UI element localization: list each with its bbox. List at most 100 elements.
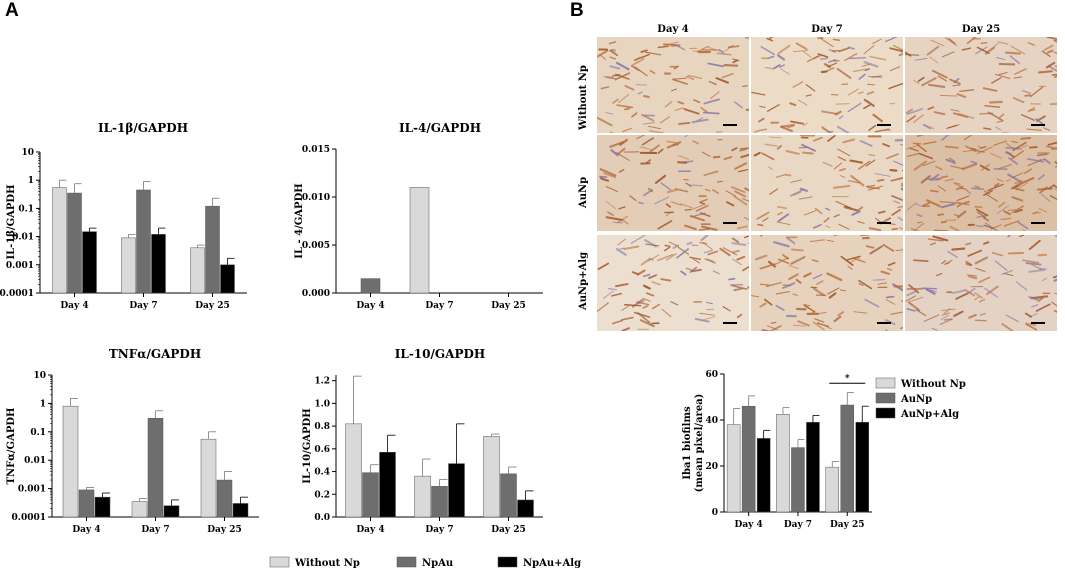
- scale-bar: [877, 322, 891, 324]
- micrograph-aunp-alg-day25: [905, 235, 1057, 331]
- y-tick-label: 60: [705, 370, 718, 380]
- bar-tnfa-0-2: [94, 496, 111, 518]
- legend-label: Without Np: [900, 379, 966, 390]
- x-tick-label: Day 4: [72, 525, 100, 535]
- bar-tnfa-1-0: [131, 501, 148, 518]
- tissue-texture: [599, 135, 749, 231]
- bar-il10-2-2: [517, 499, 534, 518]
- micro-col-day4: Day 4: [657, 24, 689, 35]
- chart-il10: IL-10/GAPDH IL-10/GAPDH 0.0 0.2 0.4 0.6 0.8 1.0…: [302, 347, 543, 535]
- bar-il10-2-0: [483, 436, 500, 518]
- bar-tnfa-2-2: [232, 503, 249, 518]
- legend-panel-b: Without Np AuNp AuNp+Alg: [875, 377, 966, 420]
- y-tick-label: 1.0: [314, 399, 330, 409]
- bar-tnfa-0-0: [62, 405, 79, 518]
- legend-label: NpAu: [422, 558, 453, 569]
- micro-col-day7: Day 7: [811, 24, 843, 35]
- tissue-texture: [751, 37, 903, 133]
- micro-row-aunp-alg: AuNp+Alg: [578, 251, 589, 310]
- x-tick-label: Day 25: [195, 301, 230, 311]
- bar-il10-0-0: [345, 423, 362, 518]
- x-tick-label: Day 4: [60, 301, 88, 311]
- y-tick-label: 1: [40, 399, 46, 409]
- legend-panel-a: Without Np NpAu NpAu+Alg: [269, 556, 581, 569]
- tissue-texture: [597, 235, 749, 331]
- chart-title: TNFα/GAPDH: [109, 347, 201, 361]
- x-tick-label: Day 25: [491, 301, 526, 311]
- bar-il1b-0-1: [67, 192, 82, 294]
- bar-il1b-0-0: [52, 187, 67, 294]
- y-tick-label: 0.8: [314, 422, 330, 432]
- y-tick-label: 0.001: [6, 261, 34, 271]
- panel-label-b: B: [570, 0, 584, 21]
- micrograph-aunp-day4: [597, 135, 749, 231]
- y-axis-label: IL-10/GAPDH: [302, 408, 313, 483]
- y-axis-label-line: Iba1 biofilms: [682, 406, 693, 480]
- bar-il4-0-1: [360, 278, 381, 294]
- chart-il4: IL-4/GAPDH IL - 4/GAPDH 0.000 0.005 0.010 0.0…: [294, 121, 543, 311]
- bar-iba1-0-1: [741, 405, 756, 513]
- y-axis-label: IL - 4/GAPDH: [294, 183, 305, 258]
- y-tick-label: 10: [21, 148, 34, 158]
- bar-il1b-2-2: [220, 264, 235, 294]
- x-tick-label: Day 25: [207, 525, 242, 535]
- y-tick-label: 0.015: [302, 145, 330, 155]
- y-tick-label: 10: [33, 371, 46, 381]
- bar-il10-0-2: [379, 451, 396, 518]
- legend-swatch: [875, 407, 896, 419]
- bar-il1b-0-2: [82, 231, 97, 294]
- micrograph-without-np-day7: [751, 37, 903, 133]
- chart-iba1: Iba1 biofilms(mean pixel/area) 0 20 40 60 Day…: [682, 370, 872, 530]
- y-axis-label-line: (mean pixel/area): [694, 394, 705, 493]
- legend-label: AuNp+Alg: [900, 409, 959, 420]
- legend-swatch: [875, 377, 896, 389]
- tissue-texture: [906, 135, 1057, 231]
- bar-tnfa-2-0: [200, 438, 217, 518]
- bar-tnfa-1-1: [147, 417, 164, 518]
- bar-il4-1-0: [409, 187, 430, 294]
- x-tick-label: Day 25: [491, 525, 526, 535]
- y-tick-label: 0.4: [314, 468, 330, 478]
- y-axis-label: Iba1 biofilms(mean pixel/area): [682, 394, 705, 493]
- x-tick-label: Day 7: [141, 525, 169, 535]
- x-tick-label: Day 4: [356, 525, 384, 535]
- bar-il1b-2-0: [190, 247, 205, 294]
- micrograph-without-np-day25: [905, 37, 1057, 133]
- legend-swatch: [396, 556, 417, 568]
- bar-il10-1-0: [414, 475, 431, 518]
- y-tick-label: 0.1: [18, 204, 34, 214]
- bar-iba1-1-0: [776, 414, 790, 513]
- x-tick-label: Day 4: [356, 301, 384, 311]
- tissue-texture: [905, 235, 1057, 331]
- bar-il10-0-1: [362, 472, 379, 518]
- legend-label: Without Np: [294, 558, 360, 569]
- legend-label: NpAu+Alg: [523, 558, 581, 569]
- bar-il1b-2-1: [205, 205, 220, 294]
- tissue-texture: [751, 235, 903, 331]
- bar-iba1-1-1: [791, 447, 805, 513]
- y-tick-label: 0.010: [302, 193, 330, 203]
- micrograph-without-np-day4: [597, 37, 749, 133]
- micro-col-day25: Day 25: [961, 24, 1001, 35]
- y-tick-label: 0.2: [314, 490, 330, 500]
- x-tick-label: Day 4: [735, 520, 763, 530]
- y-tick-label: 0.001: [18, 485, 46, 495]
- y-tick-label: 1.2: [314, 377, 330, 387]
- bar-il10-2-1: [500, 473, 517, 518]
- micrograph-aunp-alg-day7: [751, 235, 903, 331]
- scale-bar: [723, 322, 737, 324]
- y-tick-label: 0.1: [30, 428, 46, 438]
- y-tick-label: 0.0001: [0, 289, 34, 299]
- micrograph-aunp-alg-day4: [597, 235, 749, 331]
- significance-marker: *: [845, 374, 850, 384]
- y-tick-label: 0.0: [314, 513, 330, 523]
- chart-title: IL-10/GAPDH: [395, 347, 485, 361]
- x-tick-label: Day 25: [830, 520, 865, 530]
- chart-title: IL-4/GAPDH: [399, 121, 481, 135]
- bar-il1b-1-0: [121, 237, 136, 294]
- y-tick-label: 0.0001: [12, 513, 46, 523]
- scale-bar: [877, 124, 891, 126]
- scale-bar: [723, 124, 737, 126]
- y-tick-label: 0.01: [12, 233, 34, 243]
